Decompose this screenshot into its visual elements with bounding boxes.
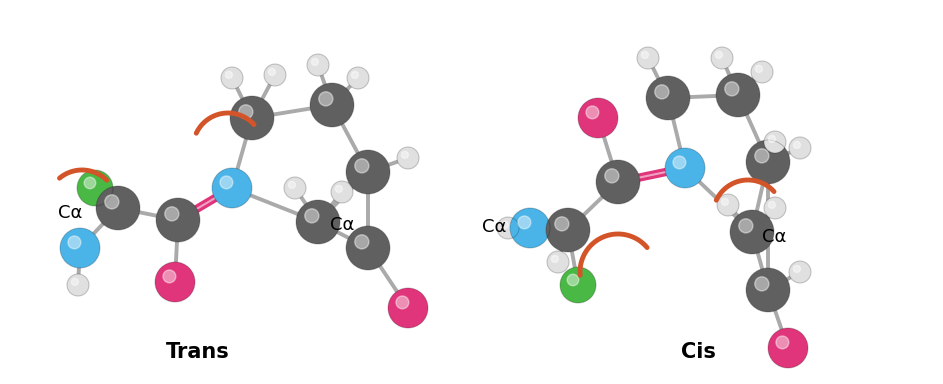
Text: Cα: Cα bbox=[482, 218, 506, 236]
Circle shape bbox=[586, 106, 599, 119]
Circle shape bbox=[637, 47, 659, 69]
Circle shape bbox=[156, 198, 200, 242]
Circle shape bbox=[789, 261, 811, 283]
Circle shape bbox=[789, 137, 811, 159]
Circle shape bbox=[510, 208, 550, 248]
Circle shape bbox=[711, 47, 733, 69]
Circle shape bbox=[776, 336, 788, 349]
Circle shape bbox=[554, 217, 569, 231]
Circle shape bbox=[163, 270, 175, 283]
Circle shape bbox=[755, 65, 763, 73]
Circle shape bbox=[305, 209, 319, 223]
Circle shape bbox=[84, 177, 96, 189]
Circle shape bbox=[221, 67, 243, 89]
Circle shape bbox=[552, 255, 558, 262]
Circle shape bbox=[793, 265, 801, 272]
Circle shape bbox=[289, 181, 295, 189]
Circle shape bbox=[77, 170, 113, 206]
Circle shape bbox=[641, 51, 649, 58]
Circle shape bbox=[310, 83, 354, 127]
Circle shape bbox=[212, 168, 252, 208]
Circle shape bbox=[764, 131, 786, 153]
Circle shape bbox=[754, 277, 769, 291]
Circle shape bbox=[754, 149, 769, 163]
Circle shape bbox=[269, 68, 275, 75]
Circle shape bbox=[654, 85, 669, 99]
Circle shape bbox=[502, 222, 508, 228]
Circle shape bbox=[717, 194, 739, 216]
Circle shape bbox=[673, 156, 686, 169]
Circle shape bbox=[721, 199, 728, 205]
Circle shape bbox=[725, 82, 739, 96]
Circle shape bbox=[746, 140, 790, 184]
Circle shape bbox=[96, 186, 140, 230]
Circle shape bbox=[604, 169, 619, 183]
Circle shape bbox=[165, 207, 179, 221]
Circle shape bbox=[72, 278, 78, 285]
Circle shape bbox=[769, 201, 775, 209]
Circle shape bbox=[355, 159, 369, 173]
Text: Cα: Cα bbox=[762, 228, 786, 246]
Circle shape bbox=[67, 274, 89, 296]
Circle shape bbox=[225, 71, 232, 78]
Circle shape bbox=[751, 61, 773, 83]
Circle shape bbox=[764, 197, 786, 219]
Circle shape bbox=[311, 58, 319, 65]
Circle shape bbox=[768, 328, 808, 368]
Circle shape bbox=[355, 235, 369, 249]
Circle shape bbox=[155, 262, 195, 302]
Circle shape bbox=[578, 98, 618, 138]
Circle shape bbox=[567, 274, 579, 286]
Circle shape bbox=[738, 219, 753, 233]
Circle shape bbox=[346, 150, 390, 194]
Circle shape bbox=[716, 51, 722, 58]
Circle shape bbox=[346, 226, 390, 270]
Text: Cα: Cα bbox=[330, 216, 355, 234]
Circle shape bbox=[331, 181, 353, 203]
Circle shape bbox=[307, 54, 329, 76]
Circle shape bbox=[560, 267, 596, 303]
Circle shape bbox=[60, 228, 100, 268]
Circle shape bbox=[319, 92, 333, 106]
Circle shape bbox=[239, 105, 253, 119]
Circle shape bbox=[769, 136, 775, 142]
Circle shape bbox=[547, 251, 569, 273]
Circle shape bbox=[352, 71, 358, 78]
Circle shape bbox=[497, 217, 519, 239]
Circle shape bbox=[296, 200, 340, 244]
Circle shape bbox=[105, 195, 119, 209]
Circle shape bbox=[388, 288, 428, 328]
Text: Cis: Cis bbox=[681, 342, 716, 362]
Text: Trans: Trans bbox=[166, 342, 230, 362]
Circle shape bbox=[336, 185, 342, 192]
Circle shape bbox=[402, 151, 408, 159]
Circle shape bbox=[793, 141, 801, 149]
Circle shape bbox=[220, 176, 233, 189]
Circle shape bbox=[746, 268, 790, 312]
Circle shape bbox=[518, 216, 531, 229]
Circle shape bbox=[730, 210, 774, 254]
Circle shape bbox=[230, 96, 274, 140]
Text: Cα: Cα bbox=[58, 204, 82, 222]
Circle shape bbox=[716, 73, 760, 117]
Circle shape bbox=[264, 64, 286, 86]
Circle shape bbox=[68, 236, 81, 249]
Circle shape bbox=[596, 160, 640, 204]
Circle shape bbox=[396, 296, 409, 309]
Circle shape bbox=[646, 76, 690, 120]
Circle shape bbox=[665, 148, 705, 188]
Circle shape bbox=[284, 177, 306, 199]
Circle shape bbox=[397, 147, 419, 169]
Circle shape bbox=[347, 67, 369, 89]
Circle shape bbox=[546, 208, 590, 252]
